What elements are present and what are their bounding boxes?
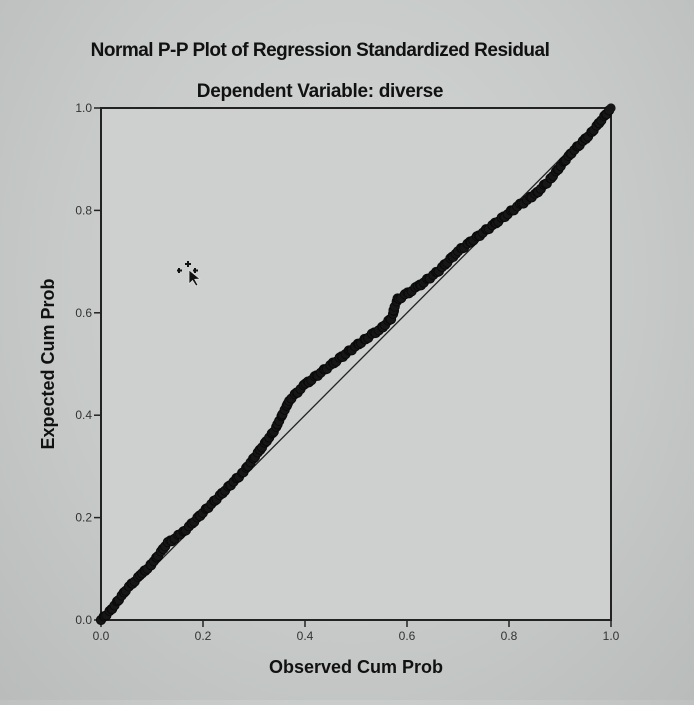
x-tick-label: 1.0 <box>603 629 620 643</box>
y-tick-label: 0.2 <box>75 511 92 525</box>
chart-title: Normal P-P Plot of Regression Standardiz… <box>90 40 550 61</box>
x-tick-label: 0.2 <box>195 629 212 643</box>
y-tick-label: 0.6 <box>75 306 92 320</box>
x-tick-label: 0.6 <box>399 629 416 643</box>
y-tick-label: 0.0 <box>75 613 92 627</box>
y-tick-label: 0.4 <box>75 408 92 422</box>
chart-subtitle: Dependent Variable: diverse <box>196 81 444 102</box>
x-tick-label: 0.0 <box>93 629 110 643</box>
y-tick-label: 1.0 <box>75 101 92 115</box>
y-axis-label: Expected Cum Prob <box>38 278 58 449</box>
axis-ticks: 0.0 0.2 0.4 0.6 0.8 1.0 0.0 0.2 0.4 0.6 0.8 1.0 <box>75 101 619 643</box>
x-axis-label: Observed Cum Prob <box>269 657 443 677</box>
x-tick-label: 0.4 <box>297 629 314 643</box>
data-points <box>95 103 616 626</box>
move-cursor-icon <box>176 258 206 288</box>
y-tick-label: 0.8 <box>75 203 92 217</box>
x-tick-label: 0.8 <box>501 629 518 643</box>
